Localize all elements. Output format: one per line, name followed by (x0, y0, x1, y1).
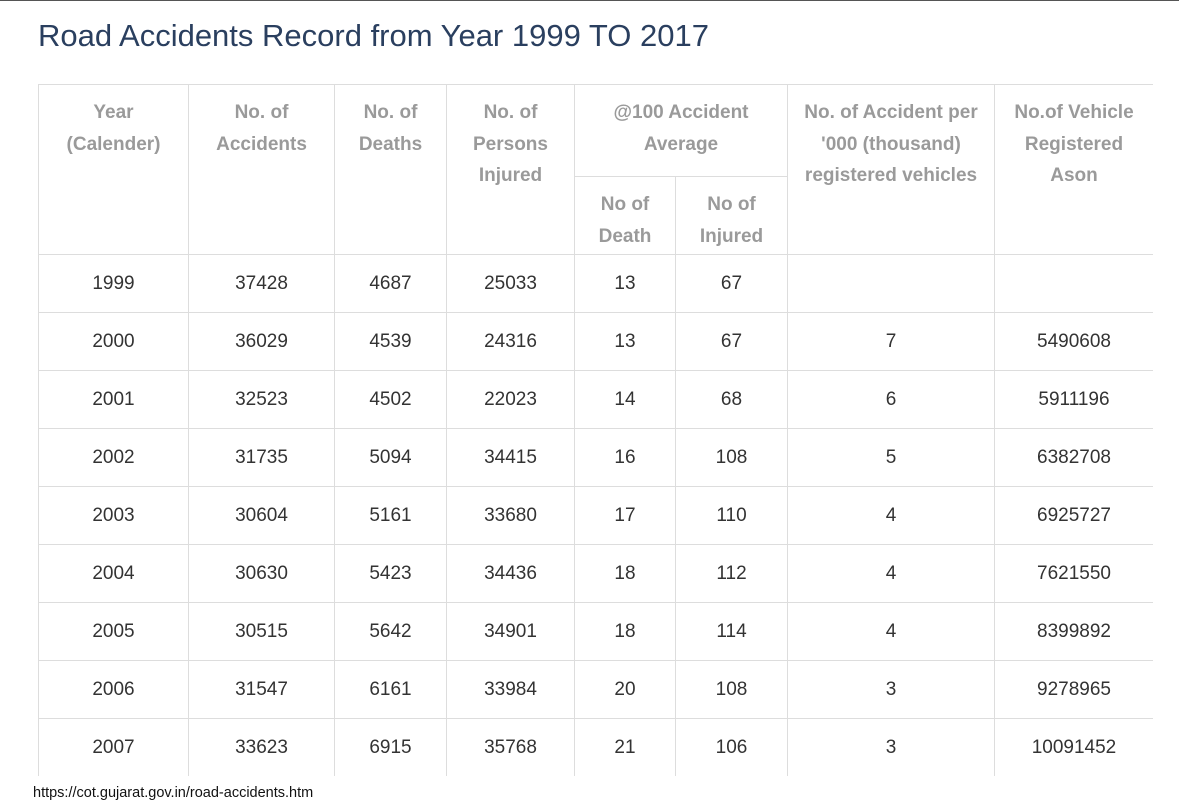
header-avg-death: No of Death (574, 176, 676, 255)
cell-vehicles: 10091452 (994, 718, 1153, 776)
cell-year: 2004 (38, 544, 189, 603)
cell-vehicles: 8399892 (994, 602, 1153, 661)
cell-avg-injured: 68 (675, 370, 788, 429)
table-row: 2002 31735 5094 34415 16 108 5 6382708 (38, 428, 1153, 487)
cell-per-thousand: 7 (787, 312, 995, 371)
cell-avg-death: 20 (574, 660, 676, 719)
cell-avg-death: 13 (574, 254, 676, 313)
cell-avg-death: 21 (574, 718, 676, 776)
cell-vehicles: 6382708 (994, 428, 1153, 487)
cell-injured: 34415 (446, 428, 575, 487)
table-row: 2006 31547 6161 33984 20 108 3 9278965 (38, 660, 1153, 719)
cell-avg-death: 16 (574, 428, 676, 487)
cell-year: 1999 (38, 254, 189, 313)
cell-accidents: 31547 (188, 660, 335, 719)
cell-vehicles (994, 254, 1153, 313)
cell-accidents: 37428 (188, 254, 335, 313)
cell-per-thousand: 3 (787, 718, 995, 776)
cell-accidents: 32523 (188, 370, 335, 429)
cell-vehicles: 5911196 (994, 370, 1153, 429)
cell-vehicles: 9278965 (994, 660, 1153, 719)
cell-avg-death: 17 (574, 486, 676, 545)
cell-avg-injured: 106 (675, 718, 788, 776)
cell-injured: 34901 (446, 602, 575, 661)
cell-accidents: 33623 (188, 718, 335, 776)
cell-injured: 35768 (446, 718, 575, 776)
cell-accidents: 36029 (188, 312, 335, 371)
cell-avg-death: 18 (574, 602, 676, 661)
header-deaths: No. of Deaths (334, 84, 447, 255)
cell-avg-injured: 112 (675, 544, 788, 603)
cell-deaths: 4687 (334, 254, 447, 313)
table-container[interactable]: Year (Calender) No. of Accidents No. of … (38, 84, 1153, 776)
header-vehicles: No.of Vehicle Registered Ason (994, 84, 1153, 255)
cell-accidents: 31735 (188, 428, 335, 487)
cell-avg-death: 14 (574, 370, 676, 429)
cell-accidents: 30630 (188, 544, 335, 603)
cell-year: 2002 (38, 428, 189, 487)
header-row: Year (Calender) No. of Accidents No. of … (38, 84, 1153, 255)
cell-injured: 22023 (446, 370, 575, 429)
cell-deaths: 5642 (334, 602, 447, 661)
cell-injured: 24316 (446, 312, 575, 371)
table-row: 2001 32523 4502 22023 14 68 6 5911196 (38, 370, 1153, 429)
cell-deaths: 4539 (334, 312, 447, 371)
header-avg-injured: No of Injured (675, 176, 788, 255)
subheader-row: No of Death No of Injured (39, 176, 1154, 255)
cell-avg-death: 18 (574, 544, 676, 603)
cell-deaths: 6915 (334, 718, 447, 776)
cell-deaths: 6161 (334, 660, 447, 719)
cell-year: 2001 (38, 370, 189, 429)
cell-injured: 33680 (446, 486, 575, 545)
cell-accidents: 30604 (188, 486, 335, 545)
cell-vehicles: 5490608 (994, 312, 1153, 371)
source-url: https://cot.gujarat.gov.in/road-accident… (33, 785, 314, 801)
cell-avg-injured: 114 (675, 602, 788, 661)
header-per-thousand: No. of Accident per '000 (thousand) regi… (787, 84, 995, 255)
cell-avg-injured: 110 (675, 486, 788, 545)
header-average-group: @100 Accident Average (574, 84, 788, 177)
cell-year: 2000 (38, 312, 189, 371)
cell-vehicles: 7621550 (994, 544, 1153, 603)
cell-per-thousand (787, 254, 995, 313)
cell-accidents: 30515 (188, 602, 335, 661)
cell-year: 2007 (38, 718, 189, 776)
cell-per-thousand: 4 (787, 486, 995, 545)
cell-vehicles: 6925727 (994, 486, 1153, 545)
accidents-table: Year (Calender) No. of Accidents No. of … (38, 84, 1153, 776)
table-row: 1999 37428 4687 25033 13 67 (38, 254, 1153, 313)
cell-avg-injured: 67 (675, 254, 788, 313)
page-title: Road Accidents Record from Year 1999 TO … (38, 18, 709, 53)
header-accidents: No. of Accidents (188, 84, 335, 255)
cell-per-thousand: 4 (787, 544, 995, 603)
cell-deaths: 4502 (334, 370, 447, 429)
table-row: 2000 36029 4539 24316 13 67 7 5490608 (38, 312, 1153, 371)
cell-per-thousand: 6 (787, 370, 995, 429)
cell-injured: 25033 (446, 254, 575, 313)
cell-avg-injured: 108 (675, 660, 788, 719)
cell-injured: 33984 (446, 660, 575, 719)
top-divider (0, 0, 1179, 1)
header-year: Year (Calender) (38, 84, 189, 255)
cell-avg-injured: 67 (675, 312, 788, 371)
cell-avg-death: 13 (574, 312, 676, 371)
table-row: 2003 30604 5161 33680 17 110 4 6925727 (38, 486, 1153, 545)
cell-per-thousand: 5 (787, 428, 995, 487)
cell-year: 2006 (38, 660, 189, 719)
table-row: 2005 30515 5642 34901 18 114 4 8399892 (38, 602, 1153, 661)
cell-deaths: 5161 (334, 486, 447, 545)
table-row: 2007 33623 6915 35768 21 106 3 10091452 (38, 718, 1153, 776)
cell-year: 2005 (38, 602, 189, 661)
cell-injured: 34436 (446, 544, 575, 603)
header-injured: No. of Persons Injured (446, 84, 575, 255)
cell-deaths: 5423 (334, 544, 447, 603)
cell-per-thousand: 4 (787, 602, 995, 661)
table-row: 2004 30630 5423 34436 18 112 4 7621550 (38, 544, 1153, 603)
cell-avg-injured: 108 (675, 428, 788, 487)
cell-deaths: 5094 (334, 428, 447, 487)
table-body: 1999 37428 4687 25033 13 67 2000 36029 4539 24316… (38, 254, 1153, 776)
cell-per-thousand: 3 (787, 660, 995, 719)
cell-year: 2003 (38, 486, 189, 545)
